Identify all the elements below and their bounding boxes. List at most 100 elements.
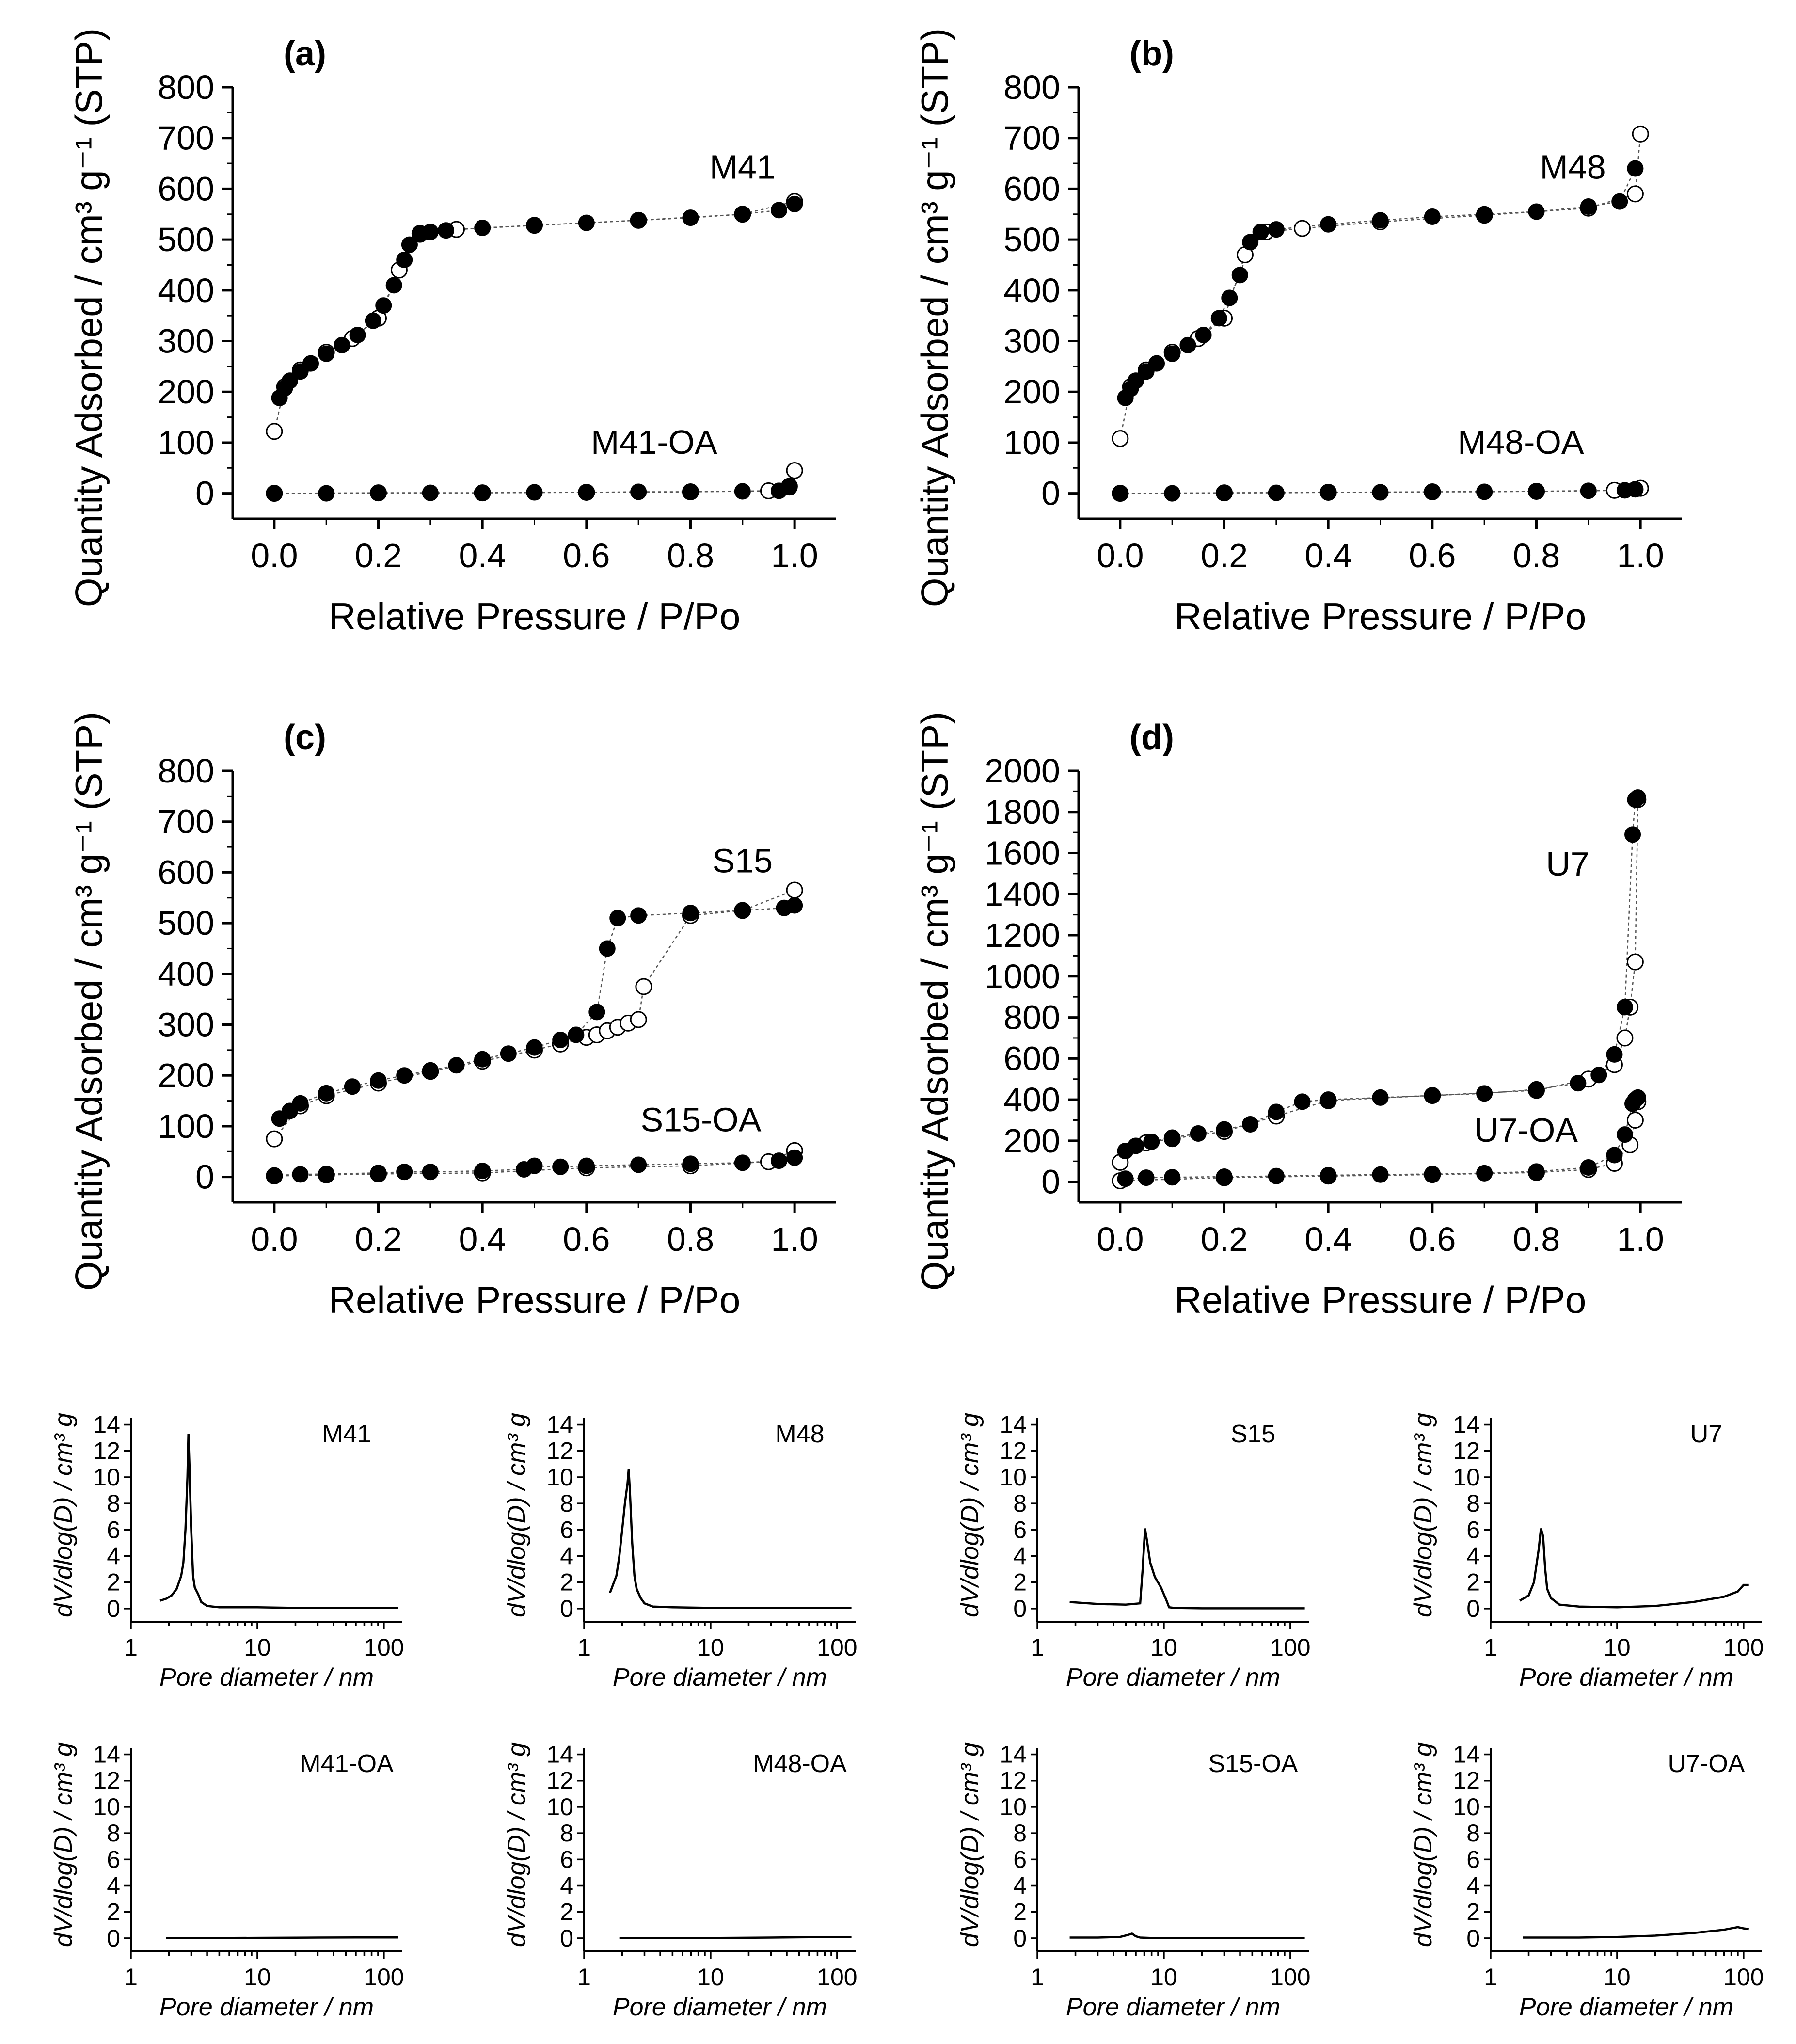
adsorption-point [1128,372,1144,389]
y-tick-label: 500 [158,904,214,942]
y-tick-label: 12 [546,1437,573,1465]
x-tick-label: 0.8 [1513,1220,1560,1258]
x-tick-label: 10 [1150,1634,1177,1661]
y-tick-label: 12 [1000,1437,1027,1465]
y-tick-label: 0 [107,1925,120,1952]
adsorption-point [1580,482,1597,499]
series-label: S15 [713,842,773,879]
desorption-line [274,1150,795,1177]
adsorption-point [318,1166,335,1182]
adsorption-point [552,1158,569,1175]
y-tick-label: 2 [107,1899,120,1926]
y-axis-label: dV/dlog(D) / cm³ g [503,1413,531,1617]
adsorption-point [1528,203,1545,220]
y-tick-label: 10 [1000,1793,1027,1820]
adsorption-point [1528,1081,1545,1098]
adsorption-point [1611,193,1628,210]
adsorption-point [1143,1133,1160,1150]
adsorption-point [1629,789,1646,806]
y-tick-label: 6 [107,1516,120,1543]
desorption-point [1294,220,1311,237]
adsorption-point [1164,345,1181,362]
adsorption-point [526,1039,543,1056]
y-tick-label: 4 [560,1543,573,1570]
adsorption-point [385,277,402,294]
desorption-point [266,1130,283,1148]
adsorption-point [1294,1093,1311,1110]
x-axis-label: Pore diameter / nm [613,1663,827,1692]
adsorption-point [1606,1147,1623,1164]
adsorption-point [396,252,413,268]
y-tick-label: 12 [1000,1767,1027,1794]
desorption-point [635,978,652,995]
series-s15-oa: S15-OA [266,1101,803,1185]
desorption-point [1626,185,1644,203]
y-tick-label: 2 [1013,1899,1027,1926]
x-tick-label: 0.2 [1201,537,1248,575]
adsorption-point [500,1045,517,1062]
x-tick-label: 10 [244,1964,271,1991]
adsorption-point [1424,1087,1441,1104]
series-label: M48 [1540,148,1606,186]
y-axis-label: Quantity Adsorbed / cm³ g⁻¹ (STP) [913,712,956,1291]
adsorption-point [786,1149,803,1166]
adsorption-point [1372,212,1389,229]
y-tick-label: 6 [1466,1846,1480,1873]
y-tick-label: 8 [560,1490,573,1517]
x-tick-label: 100 [364,1634,404,1661]
x-tick-label: 10 [697,1634,724,1661]
desorption-point [630,1011,647,1028]
y-tick-label: 8 [1013,1820,1027,1847]
adsorption-point [396,1067,413,1084]
adsorption-point [1590,1067,1607,1084]
sample-label: S15-OA [1208,1750,1298,1778]
adsorption-point [1210,310,1227,327]
y-tick-label: 800 [158,752,214,790]
y-tick-label: 400 [1003,1081,1060,1118]
desorption-point [266,423,283,440]
y-tick-label: 10 [1453,1793,1480,1820]
y-tick-label: 2 [1013,1569,1027,1596]
y-tick-label: 0 [195,1158,214,1196]
adsorption-point [630,212,647,229]
desorption-point [786,881,803,899]
y-tick-label: 12 [1453,1437,1480,1465]
series-u7: U7 [1112,789,1647,1171]
adsorption-point [1616,999,1633,1016]
desorption-point [1626,1111,1644,1129]
x-tick-label: 10 [1604,1964,1631,1991]
psd-curve [1519,1528,1749,1609]
adsorption-point [781,479,798,496]
adsorption-point [438,222,455,239]
adsorption-point [1629,1089,1646,1106]
y-tick-label: 1000 [985,958,1060,995]
series-label: S15-OA [640,1101,761,1138]
x-tick-label: 1 [124,1964,138,1991]
y-tick-label: 4 [1013,1543,1027,1570]
adsorption-point [734,902,751,919]
y-tick-label: 2 [560,1899,573,1926]
y-tick-label: 0 [1041,1163,1060,1201]
x-tick-label: 0.8 [667,1220,714,1258]
y-tick-label: 2 [560,1569,573,1596]
adsorption-point [786,195,803,212]
sample-label: U7-OA [1668,1750,1745,1778]
x-tick-label: 100 [817,1964,857,1991]
adsorption-point [422,484,439,501]
y-axis-label: dV/dlog(D) / cm³ g [956,1742,984,1947]
adsorption-point [609,910,626,926]
adsorption-point [526,484,543,501]
series-m41: M41 [266,148,803,440]
adsorption-point [1216,1168,1233,1185]
y-tick-label: 200 [1003,1122,1060,1160]
x-tick-label: 10 [1604,1634,1631,1661]
y-tick-label: 6 [107,1846,120,1873]
adsorption-point [1570,1075,1587,1092]
sample-label: M41 [322,1420,371,1448]
x-tick-label: 0.4 [1305,1220,1352,1258]
x-axis-label: Relative Pressure / P/Po [329,1278,741,1321]
adsorption-point [292,1095,309,1112]
y-tick-label: 0 [1466,1925,1480,1952]
x-tick-label: 0.2 [1201,1220,1248,1258]
